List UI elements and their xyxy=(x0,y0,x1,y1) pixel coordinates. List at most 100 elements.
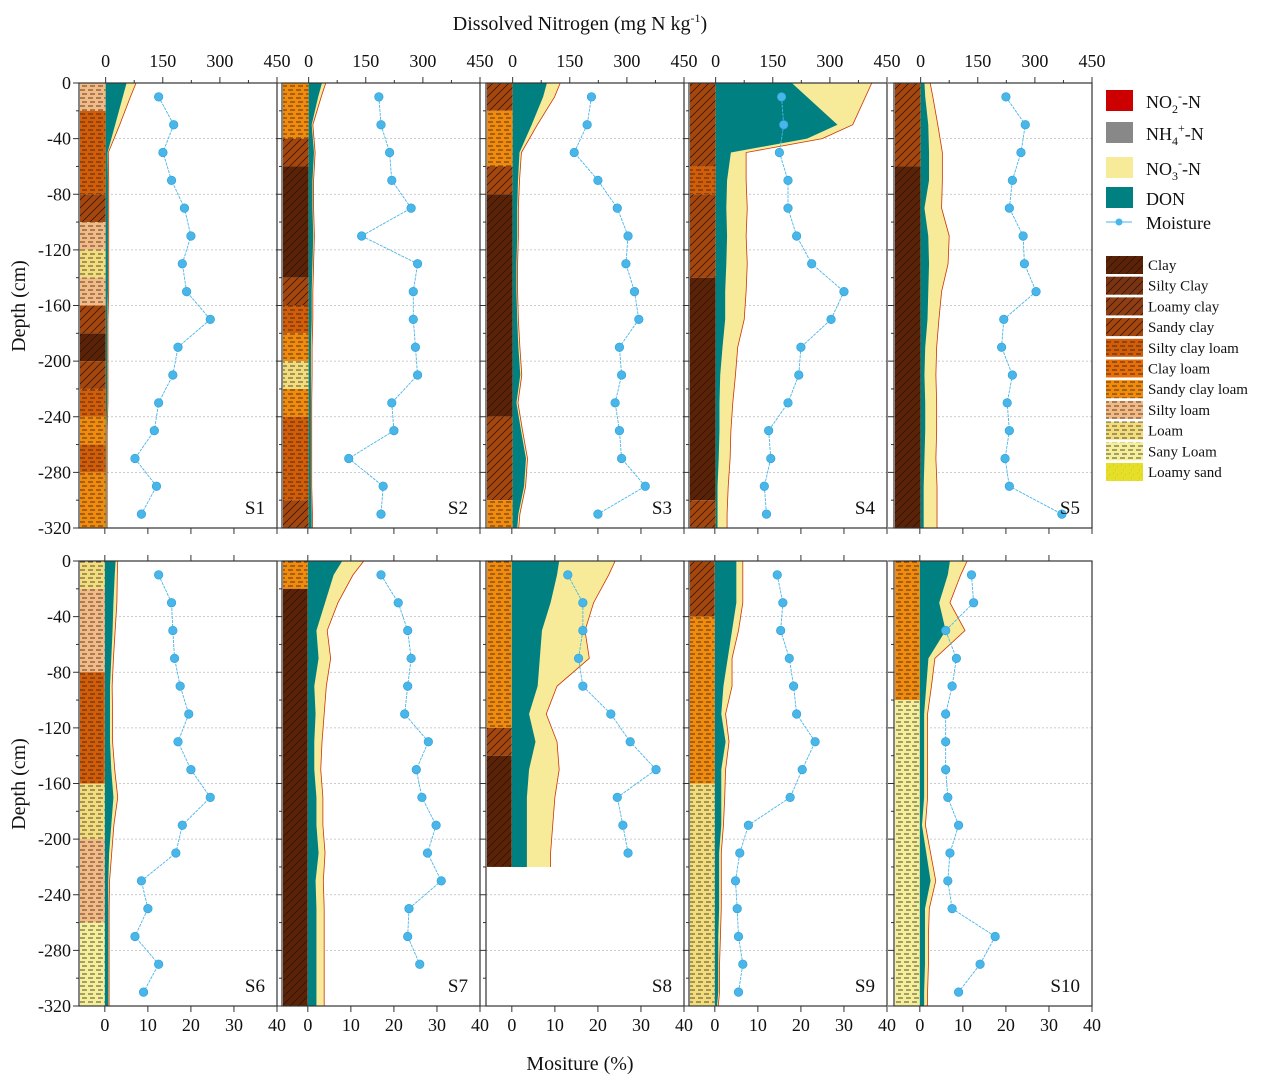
depth-tick-label: -240 xyxy=(38,407,71,427)
panel-label: S2 xyxy=(448,498,468,519)
n-tick-label: 300 xyxy=(1021,51,1048,71)
soil-layer-sandy-clay xyxy=(283,138,309,167)
legend-item-nh4: NH4+-N xyxy=(1106,121,1204,148)
area-no3 xyxy=(920,83,950,528)
legend-label: NO3--N xyxy=(1146,156,1201,183)
legend-soil-sany-loam: Sany Loam xyxy=(1106,442,1217,461)
moisture-point xyxy=(412,259,423,269)
moisture-point xyxy=(376,509,386,519)
legend-soil-swatch xyxy=(1106,380,1143,399)
soil-layer-sandy-clay-loam xyxy=(283,333,309,362)
moisture-point xyxy=(743,820,754,830)
moisture-point xyxy=(788,681,799,691)
soil-layer-silty-loam xyxy=(80,222,106,250)
moisture-point xyxy=(578,625,588,636)
moisture-point xyxy=(173,342,183,352)
legend-soil-label: Sany Loam xyxy=(1148,444,1217,460)
depth-tick-label: -200 xyxy=(38,829,71,849)
m-tick-label: 0 xyxy=(303,1015,312,1035)
m-tick-label: 40 xyxy=(878,1015,896,1035)
panel-label: S7 xyxy=(448,976,468,997)
moisture-point xyxy=(1004,481,1014,491)
moisture-point xyxy=(205,792,215,803)
legend-soil-sandy-clay: Sandy clay xyxy=(1106,318,1215,337)
m-tick-label: 20 xyxy=(792,1015,810,1035)
area-no2 xyxy=(320,560,365,1006)
moisture-point xyxy=(169,653,180,663)
area-no2 xyxy=(311,82,327,528)
moisture-point xyxy=(621,259,631,269)
moisture-point xyxy=(779,120,789,130)
moisture-point xyxy=(943,876,953,886)
depth-tick-label: -120 xyxy=(38,718,71,738)
soil-layer-silty-clay-loam xyxy=(283,416,309,501)
soil-layer-sandy-clay xyxy=(487,83,513,111)
moisture-line xyxy=(573,96,646,515)
moisture-line xyxy=(134,574,211,993)
soil-layer-sany-loam xyxy=(80,922,105,1006)
area-don xyxy=(105,83,127,528)
moisture-point xyxy=(184,709,194,719)
moisture-point xyxy=(415,959,425,969)
panel-s5: 0 150 300 450 S5 xyxy=(888,51,1106,534)
legend-swatch xyxy=(1115,218,1123,226)
moisture-point xyxy=(387,398,397,408)
y-axis-title-top: Depth (cm) xyxy=(8,260,30,352)
legend-soil-label: Sandy clay loam xyxy=(1148,382,1248,398)
legend-soil-swatch xyxy=(1106,276,1143,295)
moisture-point xyxy=(412,370,423,380)
m-tick-label: 10 xyxy=(342,1015,360,1035)
moisture-point xyxy=(612,792,622,803)
moisture-point xyxy=(417,792,427,803)
moisture-point xyxy=(839,286,849,297)
moisture-point xyxy=(586,92,597,102)
soil-layer-sandy-clay xyxy=(80,305,106,334)
legend-soil-silty-clay-loam: Silty clay loam xyxy=(1106,338,1239,357)
legend-label: NO2--N xyxy=(1146,89,1201,116)
legend-label: NH4+-N xyxy=(1146,121,1204,148)
soil-layer-sandy-clay-loam xyxy=(690,616,715,784)
moisture-line xyxy=(763,96,845,515)
moisture-point xyxy=(403,681,413,691)
soil-layer-silty-clay-loam xyxy=(690,166,716,195)
depth-tick-label: -320 xyxy=(38,518,71,538)
moisture-point xyxy=(783,398,793,408)
m-tick-label: 10 xyxy=(749,1015,767,1035)
moisture-point xyxy=(569,147,579,158)
moisture-point xyxy=(177,820,187,830)
moisture-point xyxy=(389,426,399,436)
area-don xyxy=(715,83,838,528)
legend-label: DON xyxy=(1146,189,1185,209)
moisture-point xyxy=(1016,147,1026,158)
soil-layer-clay xyxy=(487,755,512,867)
area-no2 xyxy=(545,560,616,867)
soil-layer-sandy-clay xyxy=(283,500,309,528)
moisture-point xyxy=(403,625,413,636)
area-no2 xyxy=(929,82,950,528)
soil-layer-sandy-clay-loam xyxy=(283,388,309,417)
m-tick-label: 0 xyxy=(915,1015,924,1035)
moisture-point xyxy=(783,203,793,213)
soil-layer-sandy-clay-loam xyxy=(487,500,513,528)
moisture-point xyxy=(776,92,787,102)
soil-layer-sandy-clay xyxy=(690,561,715,617)
moisture-point xyxy=(400,709,410,719)
moisture-point xyxy=(614,342,625,352)
legend-soil-swatch xyxy=(1106,318,1143,337)
soil-layer-sandy-clay xyxy=(895,83,921,167)
legend-soil-swatch xyxy=(1106,442,1143,461)
moisture-point xyxy=(951,653,962,663)
moisture-point xyxy=(651,764,661,775)
moisture-point xyxy=(629,286,640,297)
soil-layer-silty-loam xyxy=(80,839,105,923)
moisture-point xyxy=(154,398,164,408)
n-tick-label: 0 xyxy=(508,51,517,71)
area-don xyxy=(511,561,560,867)
depth-tick-label: -280 xyxy=(38,462,71,482)
legend-soil-sandy-clay-loam: Sandy clay loam xyxy=(1106,380,1248,399)
moisture-point xyxy=(186,231,196,241)
soil-layer-loam xyxy=(80,249,106,278)
